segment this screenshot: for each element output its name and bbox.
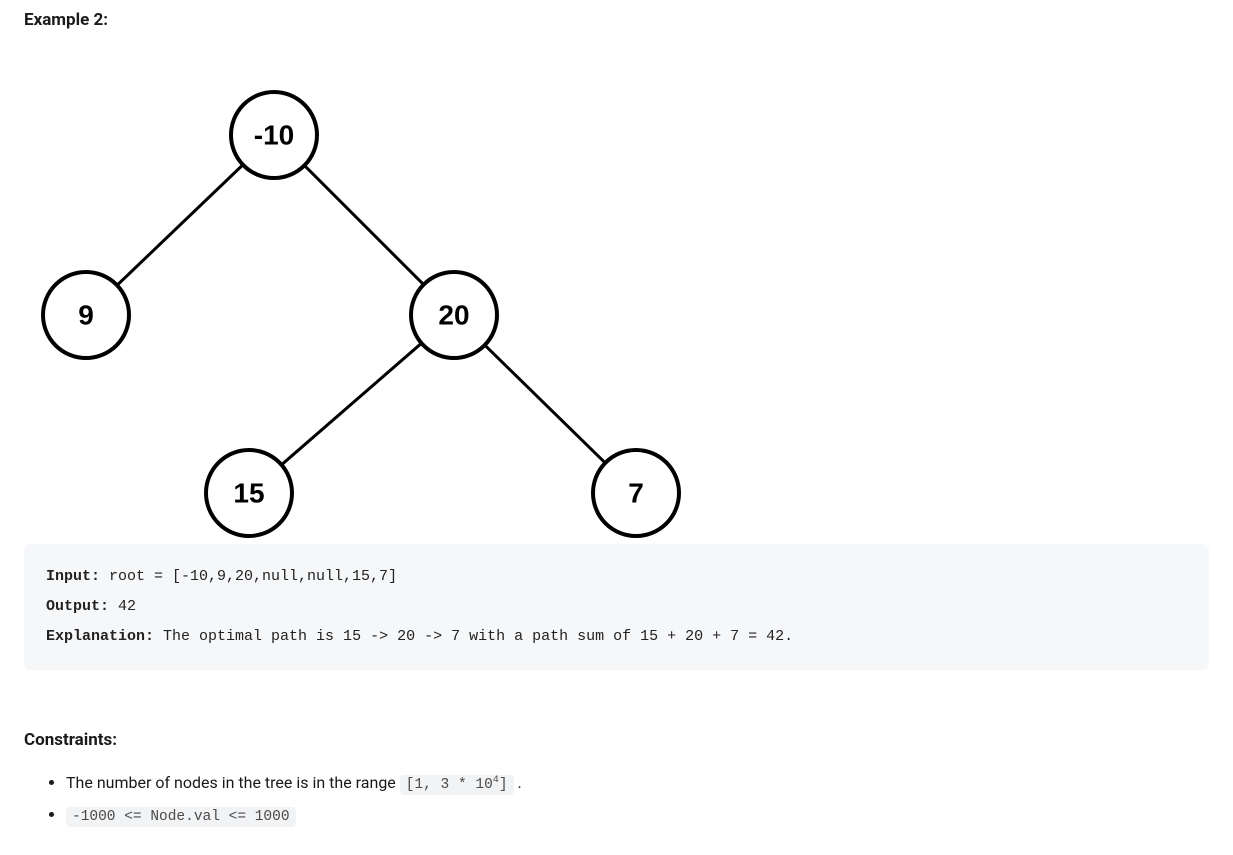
tree-edge <box>117 165 243 286</box>
tree-node: -10 <box>231 92 317 178</box>
tree-node-label: 9 <box>78 300 94 331</box>
constraint-1-suffix: . <box>518 773 522 792</box>
constraints-list: The number of nodes in the tree is in th… <box>24 768 1209 831</box>
tree-edge <box>281 343 421 465</box>
tree-edge <box>485 345 606 463</box>
constraint-1-code: [1, 3 * 104] <box>400 775 514 795</box>
tree-node: 9 <box>43 272 129 358</box>
tree-edge <box>304 165 423 284</box>
tree-node-label: 20 <box>438 300 469 331</box>
tree-node: 7 <box>593 450 679 536</box>
tree-node-label: 15 <box>233 478 264 509</box>
constraint-item-2: -1000 <= Node.val <= 1000 <box>66 800 1209 832</box>
constraint-2-code: -1000 <= Node.val <= 1000 <box>66 807 296 827</box>
constraint-item-1: The number of nodes in the tree is in th… <box>66 768 1209 800</box>
tree-node-label: -10 <box>254 120 294 151</box>
explanation-value: The optimal path is 15 -> 20 -> 7 with a… <box>154 628 793 645</box>
input-value: root = [-10,9,20,null,null,15,7] <box>100 568 397 585</box>
tree-diagram: -10 9 20 15 7 <box>24 50 724 540</box>
constraints-heading: Constraints: <box>24 730 1209 750</box>
example-heading: Example 2: <box>24 10 1209 30</box>
example-code-block: Input: root = [-10,9,20,null,null,15,7] … <box>24 544 1209 670</box>
tree-node-label: 7 <box>628 478 644 509</box>
explanation-label: Explanation: <box>46 628 154 645</box>
output-value: 42 <box>109 598 136 615</box>
output-label: Output: <box>46 598 109 615</box>
tree-node: 15 <box>206 450 292 536</box>
tree-node: 20 <box>411 272 497 358</box>
constraint-1-prefix: The number of nodes in the tree is in th… <box>66 773 400 792</box>
input-label: Input: <box>46 568 100 585</box>
